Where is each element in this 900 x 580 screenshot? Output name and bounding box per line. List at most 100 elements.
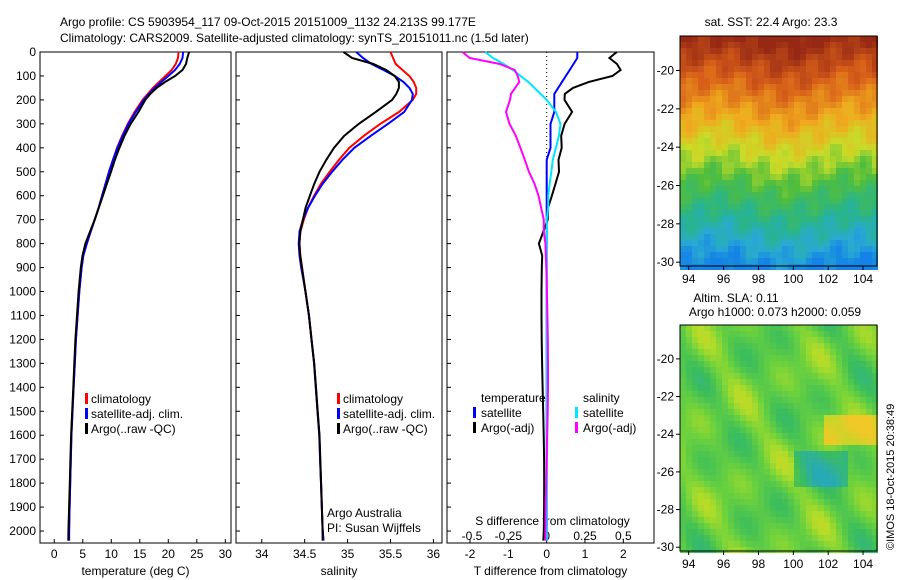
map-cell (854, 66, 860, 72)
map-cell (848, 114, 854, 120)
map-cell (746, 138, 752, 144)
map-cell (812, 234, 818, 240)
map-cell (758, 535, 764, 541)
map-cell (872, 385, 878, 391)
map-cell (758, 373, 764, 379)
map-cell (746, 216, 752, 222)
map-cell (824, 240, 830, 246)
map-cell (770, 535, 776, 541)
map-cell (824, 331, 830, 337)
map-cell (836, 469, 842, 475)
map-cell (800, 361, 806, 367)
map-cell (830, 198, 836, 204)
map-cell (830, 108, 836, 114)
map-cell (800, 493, 806, 499)
map-cell (680, 487, 686, 493)
map-cell (722, 535, 728, 541)
map-cell (704, 409, 710, 415)
map-cell (866, 415, 872, 421)
map-cell (836, 132, 842, 138)
map-cell (848, 36, 854, 42)
map-cell (692, 385, 698, 391)
map-cell (770, 198, 776, 204)
map-cell (872, 168, 878, 174)
map-cell (782, 192, 788, 198)
map-cell (860, 138, 866, 144)
map-cell (806, 210, 812, 216)
map-cell (818, 138, 824, 144)
map-cell (770, 433, 776, 439)
map-cell (812, 150, 818, 156)
map-cell (704, 469, 710, 475)
map-cell (848, 216, 854, 222)
map-cell (794, 481, 800, 487)
map-cell (806, 60, 812, 66)
map-cell (848, 325, 854, 331)
map-cell (842, 547, 848, 553)
map-cell (728, 156, 734, 162)
map-cell (770, 210, 776, 216)
map-cell (776, 240, 782, 246)
map-cell (818, 511, 824, 517)
map-cell (860, 373, 866, 379)
map-cell (854, 481, 860, 487)
map-cell (842, 102, 848, 108)
map-cell (854, 373, 860, 379)
map-cell (860, 36, 866, 42)
map-cell (704, 373, 710, 379)
map-cell (836, 222, 842, 228)
map-cell (782, 469, 788, 475)
map-cell (716, 144, 722, 150)
map-cell (854, 457, 860, 463)
map-cell (842, 505, 848, 511)
map-cell (806, 114, 812, 120)
map-cell (686, 451, 692, 457)
map-cell (842, 54, 848, 60)
map-cell (872, 451, 878, 457)
map-cell (686, 126, 692, 132)
map-cell (830, 535, 836, 541)
map-cell (872, 475, 878, 481)
x-tick-label: 34 (255, 547, 269, 561)
map-cell (722, 463, 728, 469)
map-cell (746, 114, 752, 120)
map-cell (794, 379, 800, 385)
map-cell (842, 487, 848, 493)
map-cell (692, 96, 698, 102)
map-cell (872, 186, 878, 192)
map-cell (716, 126, 722, 132)
map-cell (872, 222, 878, 228)
map-cell (680, 385, 686, 391)
map-cell (806, 391, 812, 397)
map-cell (704, 78, 710, 84)
map-cell (758, 240, 764, 246)
map-cell (800, 517, 806, 523)
map-cell (686, 210, 692, 216)
map-cell (686, 481, 692, 487)
map-cell (782, 156, 788, 162)
map-cell (872, 469, 878, 475)
map-cell (770, 445, 776, 451)
map-cell (872, 258, 878, 264)
map-cell (830, 90, 836, 96)
map-cell (782, 361, 788, 367)
map-cell (734, 66, 740, 72)
map-cell (800, 108, 806, 114)
map-cell (836, 120, 842, 126)
map-cell (782, 138, 788, 144)
map-cell (824, 246, 830, 252)
map-cell (692, 264, 698, 270)
map-cell (836, 457, 842, 463)
map-cell (830, 144, 836, 150)
map-cell (836, 156, 842, 162)
map-cell (722, 90, 728, 96)
map-cell (716, 475, 722, 481)
map-cell (710, 156, 716, 162)
map-cell (686, 222, 692, 228)
map-cell (812, 535, 818, 541)
map-cell (686, 445, 692, 451)
map-cell (812, 523, 818, 529)
map-cell (776, 469, 782, 475)
map-cell (764, 355, 770, 361)
map-cell (854, 138, 860, 144)
